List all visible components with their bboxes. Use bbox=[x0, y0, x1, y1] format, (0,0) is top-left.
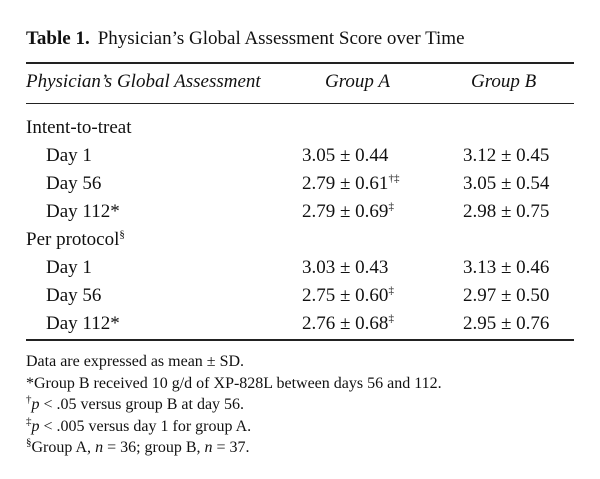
group-b-value: 3.05 ± 0.54 bbox=[463, 173, 550, 194]
group-b-value: 2.97 ± 0.50 bbox=[463, 285, 550, 306]
table-row: Day 1 3.05 ± 0.44 3.12 ± 0.45 bbox=[0, 145, 600, 171]
group-a-value: 3.05 ± 0.44 bbox=[302, 145, 389, 166]
row-label: Day 1 bbox=[46, 257, 92, 278]
group-a-value: 2.79 ± 0.69‡ bbox=[302, 200, 394, 222]
row-label: Day 112* bbox=[46, 201, 120, 222]
footnote-section: §Group A, n = 36; group B, n = 37. bbox=[26, 436, 250, 456]
table-row: Day 56 2.75 ± 0.60‡ 2.97 ± 0.50 bbox=[0, 285, 600, 311]
group-b-value: 2.98 ± 0.75 bbox=[463, 201, 550, 222]
group-a-value: 3.03 ± 0.43 bbox=[302, 257, 389, 278]
top-rule bbox=[26, 62, 574, 64]
footnote-dagger: †p < .05 versus group B at day 56. bbox=[26, 393, 245, 413]
group-a-value: 2.75 ± 0.60‡ bbox=[302, 284, 394, 306]
table-row: Day 1 3.03 ± 0.43 3.13 ± 0.46 bbox=[0, 257, 600, 283]
footnote-asterisk: *Group B received 10 g/d of XP-828L betw… bbox=[26, 374, 442, 392]
table-footnotes: Data are expressed as mean ± SD. *Group … bbox=[26, 351, 442, 459]
group-b-value: 3.12 ± 0.45 bbox=[463, 145, 550, 166]
group-b-value: 2.95 ± 0.76 bbox=[463, 313, 550, 334]
group-a-value: 2.79 ± 0.61†‡ bbox=[302, 172, 400, 194]
footnote-mean-sd: Data are expressed as mean ± SD. bbox=[26, 353, 245, 370]
table-title: Table 1. Physician’s Global Assessment Sc… bbox=[26, 28, 465, 50]
column-header-assessment: Physician’s Global Assessment bbox=[26, 71, 261, 92]
section-label: Per protocol§ bbox=[26, 228, 125, 250]
header-rule bbox=[26, 103, 574, 104]
row-label: Day 1 bbox=[46, 145, 92, 166]
row-label: Day 56 bbox=[46, 173, 102, 194]
row-label: Day 112* bbox=[46, 313, 120, 334]
section-label: Intent-to-treat bbox=[26, 117, 132, 138]
table-row: Day 112* 2.79 ± 0.69‡ 2.98 ± 0.75 bbox=[0, 201, 600, 227]
section-row: Per protocol§ bbox=[0, 229, 600, 255]
table-row: Day 56 2.79 ± 0.61†‡ 3.05 ± 0.54 bbox=[0, 173, 600, 199]
table-number: Table 1. bbox=[26, 28, 90, 49]
bottom-rule bbox=[26, 339, 574, 341]
table-caption: Physician’s Global Assessment Score over… bbox=[97, 28, 465, 49]
group-a-value: 2.76 ± 0.68‡ bbox=[302, 312, 394, 334]
column-header-group-a: Group A bbox=[325, 71, 390, 92]
group-b-value: 3.13 ± 0.46 bbox=[463, 257, 550, 278]
table-row: Day 112* 2.76 ± 0.68‡ 2.95 ± 0.76 bbox=[0, 313, 600, 339]
row-label: Day 56 bbox=[46, 285, 102, 306]
column-header-group-b: Group B bbox=[471, 71, 537, 92]
footnote-double-dagger: ‡p < .005 versus day 1 for group A. bbox=[26, 415, 252, 435]
section-row: Intent-to-treat bbox=[0, 117, 600, 143]
